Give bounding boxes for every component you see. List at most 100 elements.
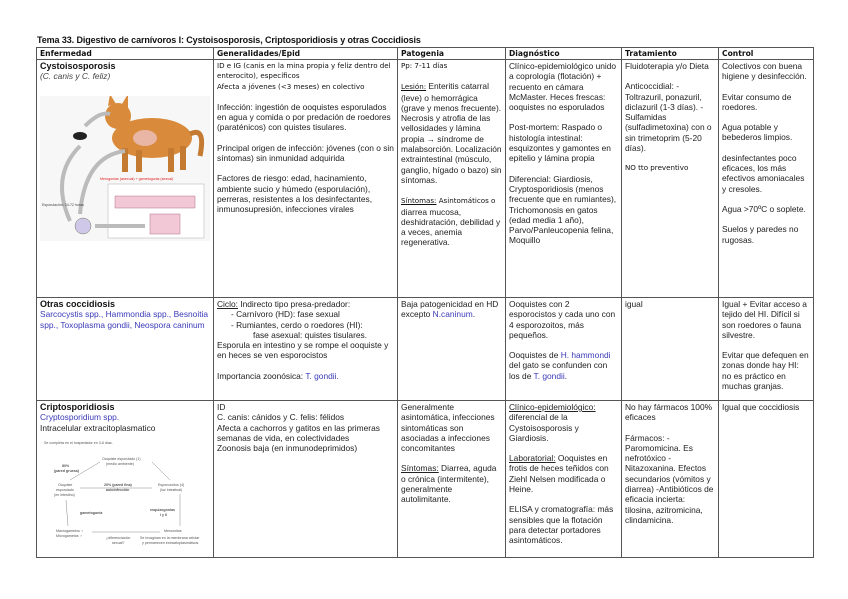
diagram-label: ¿diferenciación [106, 536, 130, 540]
diagram-node: esporulado [56, 488, 74, 492]
table-row-criptosporidiosis: Criptosporidiosis Cryptosporidium spp. I… [36, 400, 814, 558]
pat-text: Baja patogenicidad en HD excepto N.canin… [401, 299, 502, 320]
cell-diagnostico: Clínico-epidemiológico: diferencial de l… [505, 400, 622, 558]
gen-factores: Factores de riesgo: edad, hacinamiento, … [217, 173, 373, 215]
pat-text-end: . [472, 309, 476, 320]
diagram-node: Esporozoitos (4) [158, 483, 184, 487]
cell-tratamiento: igual [621, 297, 719, 401]
header-generalidades: Generalidades/Epid [213, 47, 398, 60]
cell-enfermedad: Otras coccidiosis Sarcocystis spp., Hamm… [36, 297, 214, 401]
diag-hammondi: Ooquistes de H. hammondi del gato se con… [509, 350, 618, 381]
cell-generalidades: ID C. canis: cánidos y C. felis: félidos… [213, 400, 398, 558]
trat-fluidoterapia: Fluidoterapia y/o Dieta [625, 61, 709, 71]
pat-sint-label: Síntomas: [401, 196, 437, 206]
diagram-node: Ooquiste esporulado (1) [102, 457, 141, 461]
table-row-otras-coccidiosis: Otras coccidiosis Sarcocystis spp., Hamm… [36, 297, 814, 401]
pat-sint-label: Síntomas: [401, 463, 439, 474]
diag-elisa: ELISA y cromatografía: más sensibles que… [509, 504, 614, 546]
gen-bullet: - Rumiantes, cerdo o roedores (HI): [231, 319, 363, 330]
gen-line-2: Afecta a jóvenes (<3 meses) en colectivo [217, 81, 365, 91]
cycle-arrow [78, 148, 126, 214]
diag-text: del gato se confunden con los de [509, 360, 608, 381]
pat-text: Generalmente asintomática, infecciones s… [401, 402, 495, 454]
diagram-node: Macrogametos ♀ [56, 529, 83, 533]
life-cycle-diagram-crypto: Se completa en el hospedador en 3-6 días… [44, 441, 200, 545]
diagram-label: Se invaginan en la membrana celular [140, 536, 200, 540]
diagram-node: Merozoitos [164, 529, 182, 533]
diag-clinico: Clínico-epidemiológico: diferencial de l… [509, 402, 618, 443]
gen-bullet: - Carnívoro (HD): fase sexual [231, 309, 340, 320]
disease-name: Cystoisosporosis [40, 61, 116, 71]
cell-control: Igual + Evitar acceso a tejido del HI. D… [718, 297, 814, 401]
diagram-note: Se completa en el hospedador en 3-6 días… [44, 441, 113, 445]
ctrl-item: Igual + Evitar acceso a tejido del HI. D… [722, 299, 807, 340]
ctrl-item: Evitar consumo de roedores. [722, 91, 792, 112]
ctrl-item: Agua potable y bebederos limpios. [722, 122, 793, 143]
epithelium-cells-lower [149, 213, 181, 234]
trat-farmacos: Fármacos: -Paromomicina. Es nefrotóxico … [625, 432, 714, 525]
gen-item: ID [217, 402, 226, 412]
diagram-label: I y II [160, 513, 167, 517]
diag-diferencial: Diferencial: Giardiosis, Cryptosporidios… [509, 173, 617, 246]
cell-tratamiento: No hay fármacos 100% eficaces Fármacos: … [621, 400, 719, 558]
diagram-label: 20% (pared fina) [104, 483, 133, 487]
pat-sintomas: Síntomas: Asintomáticos o [401, 195, 502, 206]
gen-origen: Principal origen de infección: jóvenes (… [217, 142, 394, 164]
cell-tratamiento: Fluidoterapia y/o Dieta Anticoccidial: -… [621, 59, 719, 298]
cycle-arrow [60, 144, 82, 222]
cell-generalidades: Ciclo: Indirecto tipo presa-predador: - … [213, 297, 398, 401]
diagram-esporulacion: Esporulación: 24-72 horas [42, 203, 84, 207]
header-tratamiento: Tratamiento [621, 47, 719, 60]
ctrl-item: Colectivos con buena higiene y desinfecc… [722, 61, 807, 82]
diag-label: Laboratorial: [509, 453, 556, 464]
trat-anticoccidial: Anticoccidial: -Toltrazuril, ponazuril, … [625, 81, 712, 154]
diagram-label: y permanecen extracitoplasmáticos [142, 541, 199, 545]
cell-control: Igual que coccidiosis [718, 400, 814, 558]
diagram-label: esquizogonias [150, 508, 175, 512]
pat-sint-bold: Asintomáticos o [436, 196, 496, 206]
pat-sintomas: Síntomas: Diarrea, aguda o crónica (inte… [401, 463, 502, 504]
trat-text: No hay fármacos 100% eficaces [625, 402, 713, 423]
ctrl-item: Suelos y paredes no rugosas. [722, 224, 799, 245]
header-row: Enfermedad Generalidades/Epid Patogenia … [36, 47, 814, 60]
diag-text: diferencial de la Cystoisosporosis y Gia… [509, 412, 579, 443]
gen-line-1: ID e IG (canis en la mina propia y feliz… [217, 61, 391, 81]
disease-name: Otras coccidiosis [40, 299, 116, 309]
cell-enfermedad: Cystoisosporosis (C. canis y C. feliz) [36, 59, 214, 298]
gen-item: C. canis: cánidos y C. felis: félidos [217, 412, 345, 423]
diag-species: T. gondii [533, 370, 565, 381]
epithelium-cells [114, 195, 196, 208]
pat-lesion-text: Enteritis catarral (leve) o hemorrágica … [401, 81, 502, 185]
ctrl-item: desinfectantes poco eficaces, los más ef… [722, 152, 805, 194]
diagram-arrows [65, 461, 181, 533]
diagram-node: (luz intestinal) [160, 488, 182, 492]
cell-patogenia: Pp: 7-11 días Lesión: Enteritis catarral… [397, 59, 506, 298]
gen-ciclo-label: Ciclo: [217, 299, 238, 309]
cell-generalidades: ID e IG (canis en la mina propia y feliz… [213, 59, 398, 298]
cat-illustration [105, 93, 205, 172]
diag-text: Ooquistes de [509, 350, 561, 361]
trat-preventivo: NO tto preventivo [625, 163, 689, 173]
summary-table: Enfermedad Generalidades/Epid Patogenia … [36, 47, 814, 558]
oocyst-icon [74, 217, 92, 234]
diag-label: Clínico-epidemiológico: [509, 402, 596, 412]
pat-lesion: Lesión: Enteritis catarral (leve) o hemo… [401, 81, 502, 185]
diagram-label: 80% [62, 464, 70, 468]
diag-ooquistes: Ooquistes con 2 esporocistos y cada uno … [509, 299, 616, 340]
gen-esporula: Esporula en intestino y se rompe el ooqu… [217, 340, 389, 361]
header-diagnostico: Diagnóstico [505, 47, 622, 60]
gen-item: Afecta a cachorros y gatitos en las prim… [217, 422, 380, 443]
diagram-node: Microgametos ♂ [56, 534, 83, 538]
diag-postmortem: Post-mortem: Raspado o histología intest… [509, 122, 611, 164]
diag-text: . [564, 370, 568, 381]
pat-sint-text: Diarrea, aguda o crónica (intermitente),… [401, 463, 497, 505]
diag-clinico: Clínico-epidemiológico unido a coprologí… [509, 61, 617, 113]
cell-control: Colectivos con buena higiene y desinfecc… [718, 59, 814, 298]
diagram-label: autoinfección [106, 488, 129, 492]
disease-name: Criptosporidiosis [40, 402, 115, 412]
gen-infeccion: Infección: ingestión de ooquistes esporu… [217, 101, 391, 133]
mouse-icon [73, 131, 87, 140]
gen-item: Zoonosis baja (en inmunodeprimidos) [217, 443, 358, 454]
diagram-node: Ooquiste [58, 483, 72, 487]
diag-text: Ooquistes en frotis de heces teñidos con… [509, 453, 609, 495]
